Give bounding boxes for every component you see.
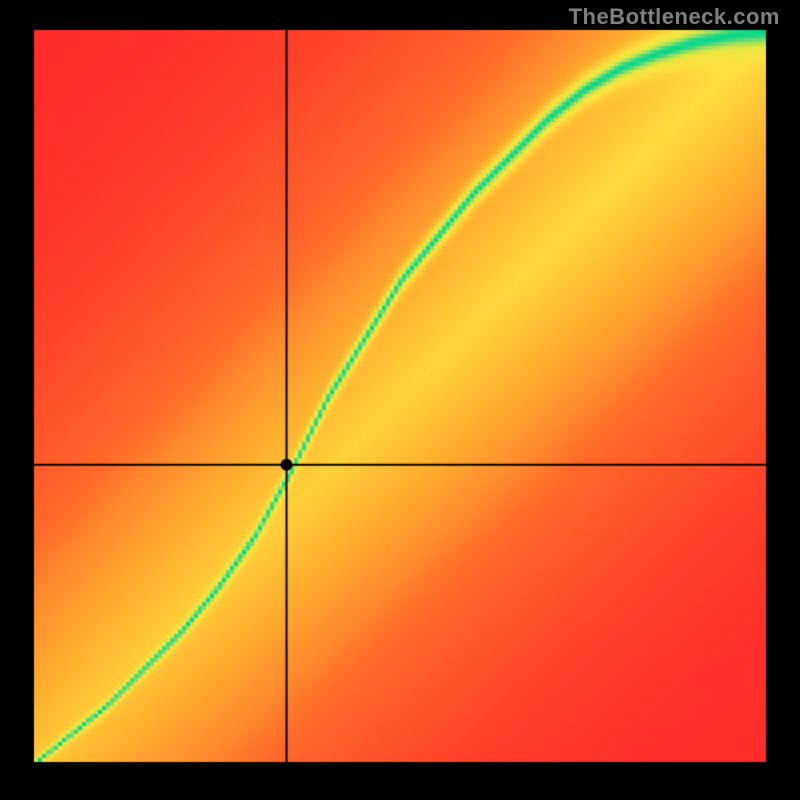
watermark-text: TheBottleneck.com [569, 4, 780, 30]
bottleneck-heatmap [0, 0, 800, 800]
chart-container: TheBottleneck.com [0, 0, 800, 800]
